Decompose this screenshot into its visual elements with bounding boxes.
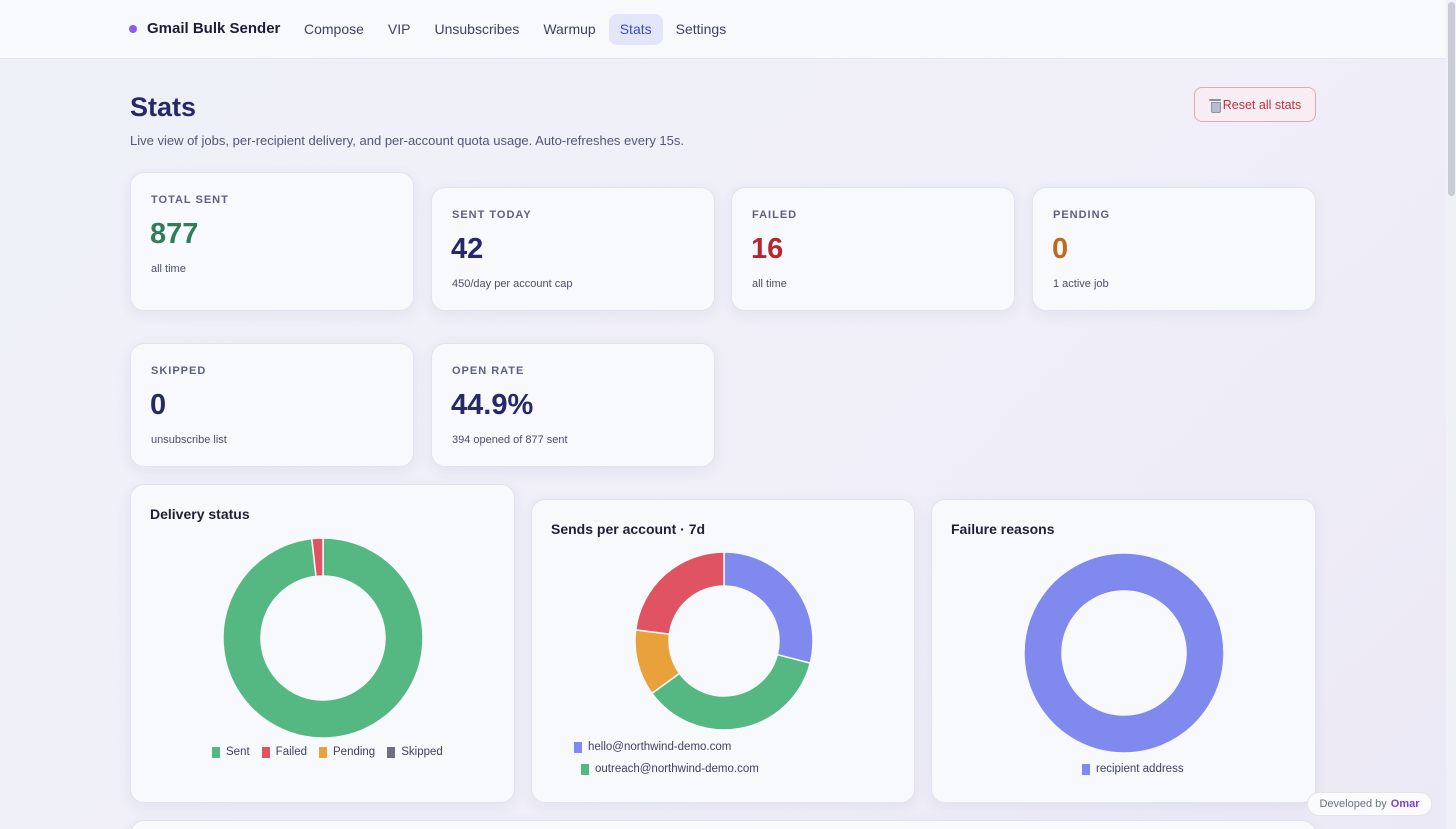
delivery-donut-chart[interactable] xyxy=(131,485,516,804)
page-scrollbar[interactable] xyxy=(1446,0,1456,829)
legend-swatch xyxy=(212,746,220,758)
stat-label: FAILED xyxy=(752,209,798,221)
legend-label: Pending xyxy=(333,746,376,758)
app-name: Gmail Bulk Sender xyxy=(147,20,281,37)
stat-value: 0 xyxy=(1052,233,1069,265)
nav-settings[interactable]: Settings xyxy=(675,21,727,37)
nav-vip[interactable]: VIP xyxy=(387,21,411,37)
nav-unsubscribes[interactable]: Unsubscribes xyxy=(434,21,520,37)
chart-card-delivery: Delivery status Sent Failed Pending Skip… xyxy=(130,484,515,803)
stat-value: 44.9% xyxy=(451,389,534,421)
legend-label: recipient address xyxy=(1096,763,1184,775)
nav-warmup[interactable]: Warmup xyxy=(543,21,596,37)
main-nav: Compose VIP Unsubscribes Warmup Stats Se… xyxy=(293,14,737,45)
failures-donut-chart[interactable] xyxy=(932,500,1317,804)
legend-swatch xyxy=(319,746,327,758)
stat-value: 877 xyxy=(150,218,199,250)
chart-card-failures: Failure reasons recipient address xyxy=(931,499,1316,803)
donut-slice-0[interactable] xyxy=(222,537,424,739)
legend-swatch xyxy=(581,763,589,775)
legend-label: hello@northwind-demo.com xyxy=(588,741,732,753)
trash-icon xyxy=(1208,98,1221,113)
stat-value: 0 xyxy=(150,389,167,421)
page-title: Stats xyxy=(130,92,197,122)
accounts-donut-chart[interactable] xyxy=(532,500,916,804)
stat-note: all time xyxy=(752,278,787,290)
reset-stats-button[interactable]: Reset all stats xyxy=(1194,87,1316,122)
legend-item-recipient-address[interactable]: recipient address xyxy=(1082,763,1184,775)
legend-label: Failed xyxy=(275,746,307,758)
legend-label: outreach@northwind-demo.com xyxy=(595,763,759,775)
top-navbar: Gmail Bulk Sender Compose VIP Unsubscrib… xyxy=(0,0,1446,59)
legend-swatch xyxy=(1082,763,1090,775)
nav-compose[interactable]: Compose xyxy=(304,21,364,37)
chart-card-accounts: Sends per account · 7d hello@northwind-d… xyxy=(531,499,915,803)
brand[interactable]: Gmail Bulk Sender xyxy=(129,20,280,37)
stat-note: unsubscribe list xyxy=(151,434,227,446)
chart-title: Sends per account · 7d xyxy=(551,521,706,537)
legend-item-failed[interactable]: Failed xyxy=(261,746,307,758)
donut-slice-1[interactable] xyxy=(650,653,812,731)
developer-credit: Developed by Omar xyxy=(1307,792,1432,816)
stat-card-skipped: SKIPPED 0 unsubscribe list xyxy=(130,343,414,467)
chart-title: Failure reasons xyxy=(951,521,1055,537)
legend-label: Skipped xyxy=(401,746,443,758)
legend-item-skipped[interactable]: Skipped xyxy=(387,746,443,758)
donut-slice-1[interactable] xyxy=(310,537,324,578)
donut-slice-0[interactable] xyxy=(723,551,814,665)
chart-title: Delivery status xyxy=(150,506,250,522)
legend-swatch xyxy=(387,746,396,758)
stat-note: 450/day per account cap xyxy=(452,278,573,290)
stat-card-total-sent: TOTAL SENT 877 all time xyxy=(130,172,414,311)
chart-legend: recipient address xyxy=(1082,763,1184,775)
donut-slice-0[interactable] xyxy=(1023,552,1225,754)
stat-card-sent-today: SENT TODAY 42 450/day per account cap xyxy=(431,187,715,311)
stat-card-failed: FAILED 16 all time xyxy=(731,187,1015,311)
stat-card-pending: PENDING 0 1 active job xyxy=(1032,187,1316,311)
stat-label: SKIPPED xyxy=(151,365,207,377)
nav-stats[interactable]: Stats xyxy=(608,14,663,45)
stat-note: 394 opened of 877 sent xyxy=(452,434,568,446)
chart-legend: outreach@northwind-demo.com xyxy=(581,763,759,775)
legend-swatch xyxy=(574,741,582,753)
legend-label: Sent xyxy=(226,746,250,758)
stat-note: all time xyxy=(151,263,186,275)
stat-value: 16 xyxy=(751,233,784,265)
legend-item-hello[interactable]: hello@northwind-demo.com xyxy=(574,741,731,753)
credit-author[interactable]: Omar xyxy=(1390,798,1420,810)
reset-stats-label: Reset all stats xyxy=(1222,97,1302,112)
scrollbar-thumb[interactable] xyxy=(1448,2,1455,196)
brand-dot-icon xyxy=(129,24,137,33)
legend-item-pending[interactable]: Pending xyxy=(319,746,375,758)
legend-item-outreach[interactable]: outreach@northwind-demo.com xyxy=(581,763,759,775)
stat-label: OPEN RATE xyxy=(452,365,525,377)
legend-swatch xyxy=(261,746,270,758)
credit-prefix: Developed by xyxy=(1319,798,1387,810)
stat-card-open-rate: OPEN RATE 44.9% 394 opened of 877 sent xyxy=(431,343,715,467)
stat-value: 42 xyxy=(451,233,484,265)
chart-legend: hello@northwind-demo.com xyxy=(574,741,731,753)
chart-legend: Sent Failed Pending Skipped xyxy=(212,746,443,758)
next-section-card xyxy=(130,820,1316,829)
page-subtitle: Live view of jobs, per-recipient deliver… xyxy=(130,133,685,148)
donut-slice-3[interactable] xyxy=(634,551,725,635)
stat-label: SENT TODAY xyxy=(452,209,532,221)
legend-item-sent[interactable]: Sent xyxy=(212,746,250,758)
stat-label: TOTAL SENT xyxy=(151,194,229,206)
stat-note: 1 active job xyxy=(1053,278,1109,290)
stat-label: PENDING xyxy=(1053,209,1111,221)
